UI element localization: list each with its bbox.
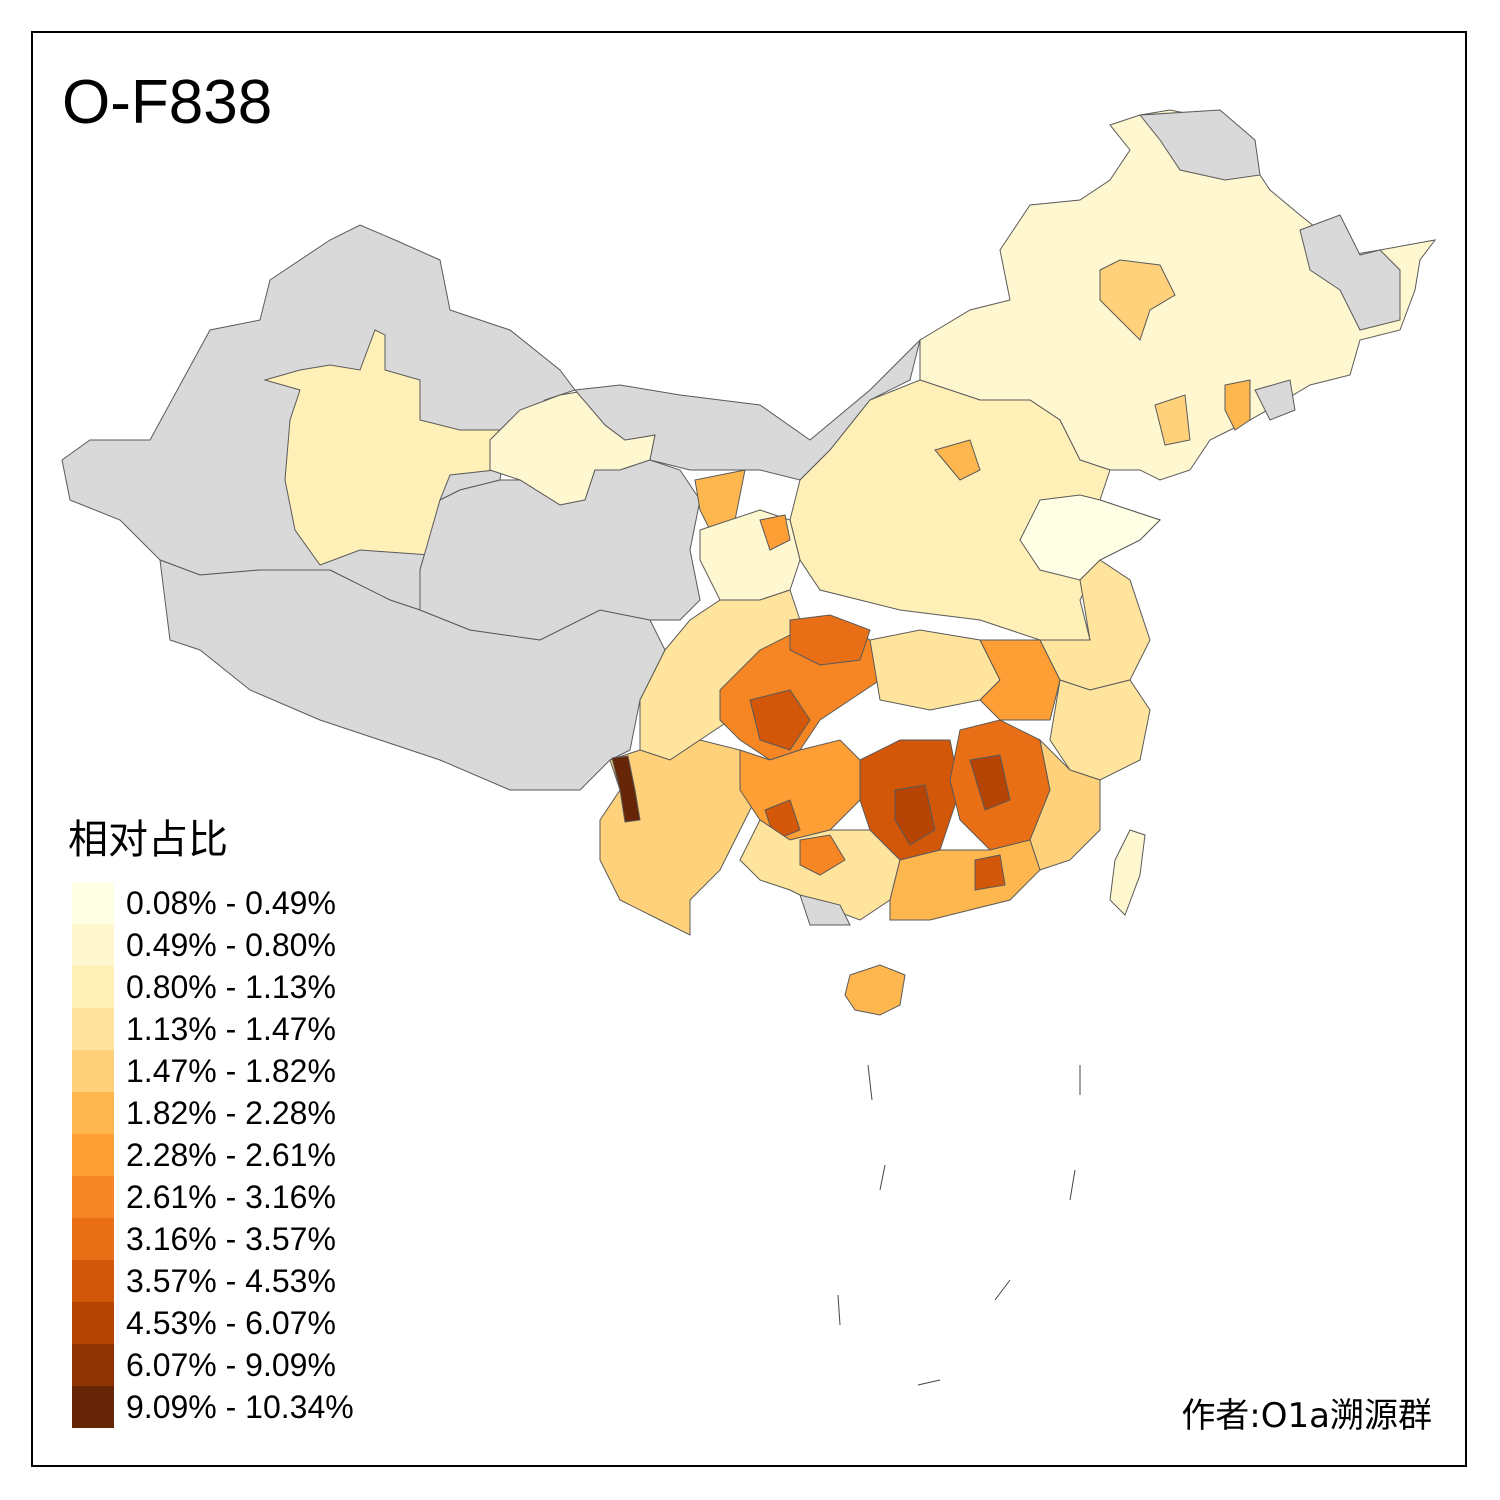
region-hebei-orange [934,439,981,481]
legend-swatch [72,924,114,966]
region-heilongjiang-east-gap [1299,214,1401,331]
legend-label: 0.80% - 1.13% [126,969,336,1005]
region-gansu-orange [759,514,791,551]
region-guangdong-dark [974,854,1006,891]
legend-swatch [72,882,114,924]
region-yunnan [599,739,761,936]
legend-swatch [72,1008,114,1050]
legend-swatch [72,1050,114,1092]
legend-label: 1.82% - 2.28% [126,1095,336,1131]
region-zhejiang [1049,679,1151,781]
legend-swatch [72,1176,114,1218]
legend-title: 相对占比 [68,817,228,863]
region-hulunbuir-orange [1099,259,1176,341]
legend-swatch [72,1386,114,1428]
legend-swatch [72,1260,114,1302]
legend-label: 9.09% - 10.34% [126,1389,354,1425]
region-liaoning-orange [1154,394,1191,446]
legend-label: 4.53% - 6.07% [126,1305,336,1341]
region-yunnan-darkest [611,755,641,823]
legend-label: 3.57% - 4.53% [126,1263,336,1299]
region-hainan [844,964,906,1016]
legend-label: 2.61% - 3.16% [126,1179,336,1215]
legend-label: 3.16% - 3.57% [126,1221,336,1257]
legend-label: 0.08% - 0.49% [126,885,336,921]
legend-swatch [72,1134,114,1176]
legend-swatch [72,966,114,1008]
legend-label: 0.49% - 0.80% [126,927,336,963]
legend-swatch [72,1344,114,1386]
legend-label: 6.07% - 9.09% [126,1347,336,1383]
map-frame [31,31,1467,1467]
island-specks [837,1064,1081,1386]
legend-swatch [72,1218,114,1260]
legend-label: 2.28% - 2.61% [126,1137,336,1173]
region-guangxi-south-gap [799,894,851,926]
legend-label: 1.47% - 1.82% [126,1053,336,1089]
region-chongqing-dark [749,689,811,751]
region-guangxi-orange [799,834,846,876]
legend-swatch [72,1092,114,1134]
region-fujian [1029,738,1101,871]
region-heilongjiang-gap [1139,109,1261,181]
author-credit: 作者:O1a溯源群 [1181,1396,1432,1436]
region-jiangxi-darker [969,754,1011,811]
legend-swatch [72,1302,114,1344]
region-guangdong [889,839,1041,921]
region-shaanxi-south [789,614,871,666]
region-shandong [1019,494,1161,581]
region-taiwan [1109,829,1146,916]
region-liaoning-gap [1254,379,1296,421]
map-title: O-F838 [62,68,273,137]
region-dandong-orange [1224,379,1251,431]
region-hunan-darker [894,784,936,846]
legend-label: 1.13% - 1.47% [126,1011,336,1047]
region-qinghai [419,459,701,641]
